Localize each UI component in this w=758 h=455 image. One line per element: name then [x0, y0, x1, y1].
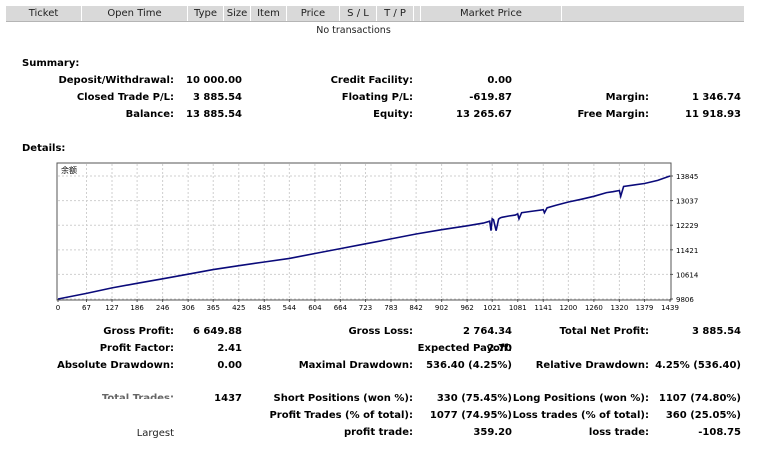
x-tick-label: 306 — [181, 304, 195, 312]
expected-payoff-value: 2.70 — [487, 343, 512, 354]
floating-pl-label: Floating P/L: — [341, 92, 413, 103]
expected-payoff-label: Expected Payoff: — [417, 343, 512, 354]
gross-profit-label: Gross Profit: — [103, 326, 174, 337]
loss-trades-value: 360 (25.05%) — [665, 410, 741, 421]
col-item[interactable]: Item — [251, 6, 287, 21]
x-tick-label: 67 — [82, 304, 91, 312]
x-tick-label: 186 — [130, 304, 144, 312]
credit-label: Credit Facility: — [330, 75, 413, 86]
x-tick-label: 1439 — [661, 304, 679, 312]
chart-corner-label: 余额 — [61, 165, 77, 175]
col-tp[interactable]: T / P — [377, 6, 414, 21]
largest-profit-value: 359.20 — [473, 427, 512, 438]
details-title: Details: — [22, 143, 66, 154]
x-tick-label: 544 — [283, 304, 297, 312]
expected-payoff-value-text: 2.70 — [487, 343, 512, 354]
balance-value: 13 885.54 — [186, 109, 242, 120]
y-tick-label: 9806 — [676, 296, 694, 304]
x-tick-label: 246 — [156, 304, 170, 312]
closed-pl-label: Closed Trade P/L: — [76, 92, 174, 103]
x-tick-label: 1260 — [585, 304, 603, 312]
profit-factor-value: 2.41 — [217, 343, 242, 354]
x-tick-label: 127 — [105, 304, 118, 312]
abs-drawdown-value: 0.00 — [217, 360, 242, 371]
x-tick-label: 485 — [258, 304, 271, 312]
x-tick-label: 842 — [409, 304, 422, 312]
free-margin-label: Free Margin: — [577, 109, 649, 120]
balance-series-line — [57, 175, 671, 300]
col-ticket[interactable]: Ticket — [6, 6, 82, 21]
positions-header: Ticket Open Time Type Size Item Price S … — [6, 6, 744, 22]
equity-value: 13 265.67 — [456, 109, 512, 120]
y-tick-label: 11421 — [676, 247, 698, 255]
max-drawdown-value: 536.40 (4.25%) — [426, 360, 512, 371]
col-size[interactable]: Size — [224, 6, 251, 21]
x-tick-label: 425 — [232, 304, 245, 312]
free-margin-value: 11 918.93 — [685, 109, 741, 120]
gross-profit-value: 6 649.88 — [192, 326, 242, 337]
equity-label: Equity: — [373, 109, 413, 120]
x-tick-label: 664 — [334, 304, 348, 312]
profit-factor-label: Profit Factor: — [99, 343, 174, 354]
col-blank[interactable] — [414, 6, 421, 21]
long-positions-value: 1107 (74.80%) — [658, 393, 741, 404]
col-price[interactable]: Price — [287, 6, 340, 21]
no-transactions-text: No transactions — [316, 25, 391, 36]
chart-frame — [56, 162, 672, 301]
abs-drawdown-label: Absolute Drawdown: — [57, 360, 174, 371]
y-tick-label: 13845 — [676, 173, 698, 181]
credit-value: 0.00 — [487, 75, 512, 86]
gross-loss-value: 2 764.34 — [462, 326, 512, 337]
balance-chart: 0 67 127 186 246 306 365 425 485 544 604 664 723 783 8… — [56, 162, 699, 312]
largest-loss-value: -108.75 — [698, 427, 741, 438]
x-tick-label: 723 — [359, 304, 372, 312]
x-tick-label: 1200 — [559, 304, 577, 312]
y-tick-label: 12229 — [676, 222, 698, 230]
col-market-price[interactable]: Market Price — [421, 6, 562, 21]
closed-pl-value: 3 885.54 — [192, 92, 242, 103]
x-tick-label: 604 — [308, 304, 322, 312]
total-net-profit-value: 3 885.54 — [691, 326, 741, 337]
loss-trades-label: Loss trades (% of total): — [512, 410, 649, 421]
x-tick-label: 1081 — [509, 304, 527, 312]
col-open-time[interactable]: Open Time — [82, 6, 188, 21]
y-tick-label: 10614 — [676, 271, 699, 279]
x-tick-label: 365 — [207, 304, 220, 312]
x-tick-label: 783 — [384, 304, 397, 312]
largest-loss-label: loss trade: — [588, 427, 649, 438]
profit-trades-label: Profit Trades (% of total): — [269, 410, 413, 421]
x-tick-label: 1320 — [610, 304, 628, 312]
total-trades-label: Total Trades: — [101, 393, 174, 404]
margin-value: 1 346.74 — [691, 92, 741, 103]
x-tick-label: 962 — [460, 304, 473, 312]
x-tick-label: 1021 — [483, 304, 501, 312]
short-positions-value: 330 (75.45%) — [436, 393, 512, 404]
max-drawdown-label: Maximal Drawdown: — [298, 360, 413, 371]
x-tick-label: 902 — [435, 304, 448, 312]
floating-pl-value: -619.87 — [469, 92, 512, 103]
col-sl[interactable]: S / L — [340, 6, 377, 21]
total-net-profit-label: Total Net Profit: — [559, 326, 649, 337]
x-tick-label: 0 — [56, 304, 60, 312]
y-tick-label: 13037 — [676, 198, 698, 206]
x-tick-label: 1141 — [534, 304, 552, 312]
profit-trades-value: 1077 (74.95%) — [429, 410, 512, 421]
balance-label: Balance: — [125, 109, 174, 120]
summary-title: Summary: — [22, 58, 80, 69]
total-trades-value: 1437 — [214, 393, 242, 404]
margin-label: Margin: — [605, 92, 649, 103]
col-type[interactable]: Type — [188, 6, 224, 21]
rel-drawdown-label: Relative Drawdown: — [535, 360, 649, 371]
deposit-label: Deposit/Withdrawal: — [58, 75, 174, 86]
x-tick-label: 1379 — [636, 304, 654, 312]
gross-loss-label: Gross Loss: — [348, 326, 413, 337]
largest-label: Largest — [136, 428, 174, 439]
col-extra[interactable] — [562, 6, 744, 21]
long-positions-label: Long Positions (won %): — [512, 393, 649, 404]
short-positions-label: Short Positions (won %): — [273, 393, 413, 404]
rel-drawdown-value: 4.25% (536.40) — [655, 360, 741, 371]
deposit-value: 10 000.00 — [186, 75, 242, 86]
largest-profit-label: profit trade: — [343, 427, 413, 438]
